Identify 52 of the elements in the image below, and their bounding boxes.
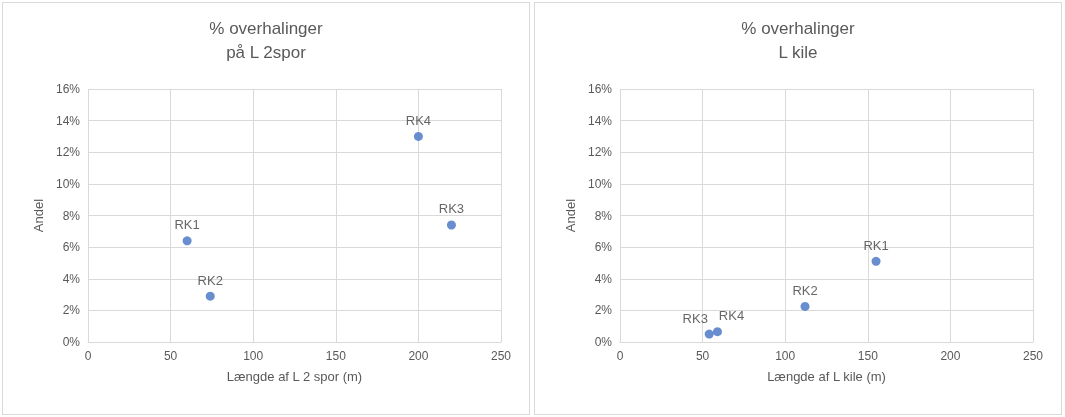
point: [413, 131, 423, 141]
y-tick-label: 4%: [594, 271, 613, 286]
data-label: RK2: [792, 282, 818, 298]
point: [704, 329, 714, 339]
data-label: RK4: [718, 308, 745, 324]
point: [205, 291, 215, 301]
y-tick-label: 16%: [55, 82, 81, 96]
y-tick-label: 14%: [55, 113, 81, 128]
point: [446, 220, 456, 230]
y-tick-label: 8%: [594, 208, 613, 223]
y-tick-label: 0%: [594, 335, 613, 349]
y-axis-title: Andel: [563, 198, 579, 233]
y-tick-label: 12%: [587, 145, 613, 160]
y-tick-label: 4%: [62, 271, 81, 286]
point: [712, 327, 722, 337]
x-tick-label: 0: [616, 349, 624, 363]
y-tick-label: 0%: [62, 335, 81, 349]
data-label: RK4: [405, 112, 432, 128]
y-tick-label: 6%: [594, 240, 613, 255]
data-label: RK3: [438, 201, 465, 217]
x-axis-title: Længde af L kile (m): [767, 369, 886, 384]
x-tick-label: 200: [408, 349, 429, 363]
y-tick-label: 6%: [62, 240, 81, 255]
x-tick-label: 250: [490, 349, 512, 363]
x-tick-label: 100: [243, 349, 264, 363]
point: [800, 301, 810, 311]
data-label: RK1: [174, 217, 200, 233]
data-label: RK3: [682, 310, 708, 326]
x-tick-label: 150: [325, 349, 347, 363]
x-tick-label: 50: [163, 349, 178, 363]
point: [182, 236, 192, 246]
x-tick-label: 0: [84, 349, 92, 363]
x-axis-title: Længde af L 2 spor (m): [226, 369, 363, 384]
data-label: RK2: [197, 272, 223, 288]
data-label: RK1: [863, 237, 889, 253]
y-tick-label: 2%: [62, 303, 81, 318]
y-tick-label: 12%: [55, 145, 81, 160]
chart-title: % overhalinger på L 2spor: [209, 18, 324, 62]
y-axis-title: Andel: [31, 198, 47, 233]
y-tick-label: 10%: [587, 176, 613, 191]
y-tick-label: 14%: [587, 113, 613, 128]
chart-title: % overhalinger L kile: [741, 18, 856, 62]
point: [871, 256, 881, 266]
x-tick-label: 150: [857, 349, 879, 363]
x-tick-label: 200: [940, 349, 961, 363]
y-tick-label: 16%: [587, 82, 613, 96]
x-tick-label: 50: [695, 349, 710, 363]
y-tick-label: 2%: [594, 303, 613, 318]
x-tick-label: 100: [775, 349, 796, 363]
y-tick-label: 10%: [55, 176, 81, 191]
x-tick-label: 250: [1022, 349, 1044, 363]
y-tick-label: 8%: [62, 208, 81, 223]
